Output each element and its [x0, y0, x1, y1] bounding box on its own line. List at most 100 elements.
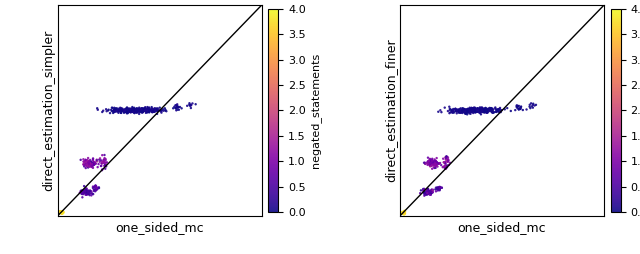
Point — [172, 102, 182, 106]
Point — [425, 191, 435, 195]
Point — [482, 108, 492, 112]
Point — [528, 106, 538, 110]
Point — [90, 162, 100, 166]
Point — [57, 211, 67, 215]
Point — [511, 104, 522, 108]
Point — [425, 189, 435, 193]
Point — [56, 210, 66, 214]
Point — [488, 108, 498, 112]
Point — [138, 109, 148, 113]
Point — [460, 109, 470, 114]
Point — [78, 191, 88, 195]
Point — [465, 108, 475, 112]
Point — [421, 190, 431, 194]
Point — [81, 189, 91, 193]
Point — [431, 156, 442, 160]
Point — [81, 191, 92, 195]
Point — [132, 110, 142, 114]
Point — [58, 210, 68, 214]
Point — [455, 107, 465, 111]
Point — [470, 110, 481, 114]
Point — [152, 106, 163, 110]
Point — [397, 211, 408, 215]
Point — [398, 210, 408, 214]
Point — [143, 106, 153, 110]
Point — [426, 162, 436, 166]
Point — [83, 159, 93, 163]
Point — [76, 188, 86, 193]
Point — [458, 110, 468, 114]
Point — [81, 192, 92, 196]
Point — [398, 211, 408, 215]
Point — [467, 108, 477, 112]
Point — [138, 110, 148, 114]
Point — [109, 108, 120, 112]
Point — [160, 109, 170, 113]
Point — [93, 186, 103, 190]
Point — [125, 108, 135, 112]
Point — [460, 109, 470, 113]
Point — [186, 103, 196, 107]
Point — [136, 109, 146, 113]
Point — [149, 107, 159, 111]
Point — [427, 161, 437, 165]
Point — [82, 190, 92, 194]
Point — [128, 108, 138, 112]
Point — [149, 108, 159, 112]
Point — [142, 109, 152, 113]
Point — [502, 106, 513, 110]
Point — [120, 110, 131, 114]
Point — [92, 158, 102, 162]
Point — [431, 161, 442, 165]
Point — [433, 110, 444, 114]
Point — [463, 108, 474, 112]
Point — [127, 109, 138, 113]
Point — [113, 107, 124, 111]
Point — [127, 109, 137, 113]
Point — [147, 110, 157, 114]
Point — [55, 209, 65, 213]
Point — [81, 191, 92, 195]
Point — [138, 108, 148, 112]
Point — [440, 164, 451, 168]
Point — [432, 186, 442, 190]
Point — [91, 184, 101, 188]
Point — [469, 107, 479, 111]
Point — [135, 108, 145, 113]
Point — [425, 190, 435, 194]
Point — [442, 165, 452, 169]
Point — [172, 105, 182, 109]
Point — [474, 109, 484, 113]
Point — [426, 193, 436, 197]
Point — [464, 108, 474, 112]
Point — [125, 107, 136, 111]
Point — [132, 110, 142, 114]
Point — [86, 162, 96, 166]
Point — [484, 107, 494, 111]
Point — [479, 109, 489, 114]
Point — [479, 109, 489, 113]
Point — [460, 108, 470, 112]
Point — [398, 210, 408, 214]
Point — [119, 108, 129, 112]
Point — [419, 194, 429, 198]
Point — [147, 109, 157, 113]
Point — [107, 106, 117, 110]
Point — [109, 108, 119, 113]
Point — [476, 109, 486, 113]
Point — [465, 108, 476, 112]
Point — [132, 108, 142, 113]
Point — [461, 109, 471, 113]
Point — [56, 210, 66, 214]
Point — [77, 191, 88, 195]
Point — [139, 108, 149, 112]
Point — [99, 161, 109, 165]
Point — [111, 107, 121, 111]
Point — [481, 109, 492, 113]
Point — [479, 107, 489, 111]
Point — [472, 108, 482, 112]
Point — [442, 154, 452, 158]
Point — [140, 109, 150, 113]
Point — [81, 160, 92, 164]
Point — [476, 107, 486, 111]
